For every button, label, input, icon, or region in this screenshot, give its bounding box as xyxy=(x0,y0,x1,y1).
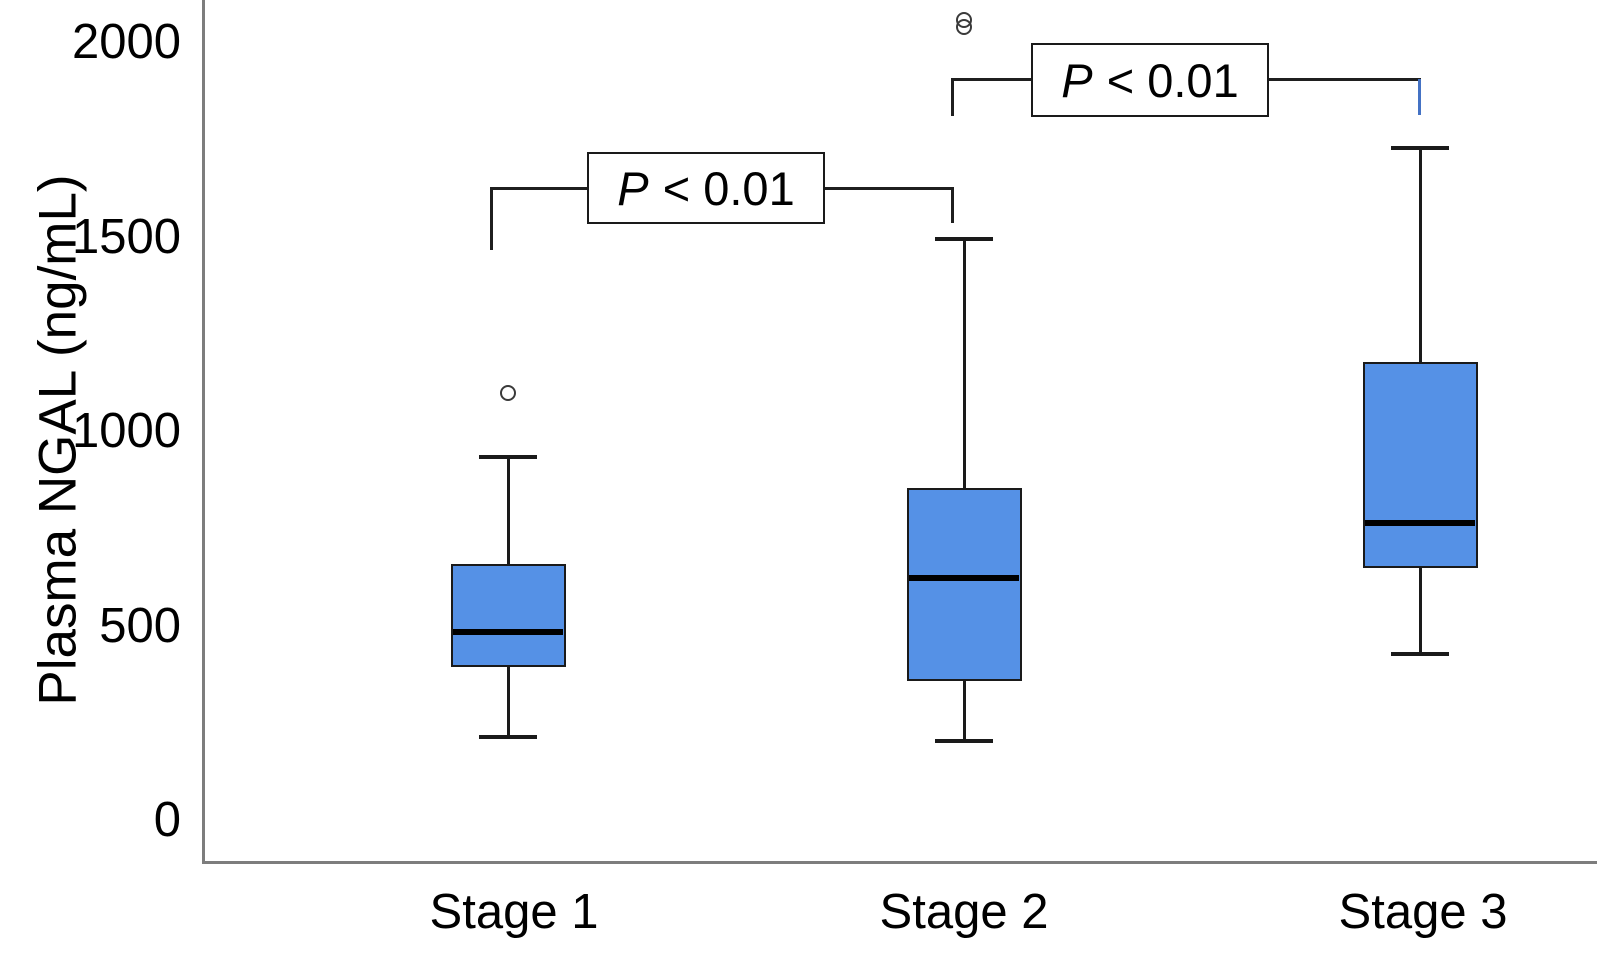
lower-whisker-line xyxy=(1418,568,1422,654)
upper-whisker-cap xyxy=(1391,146,1449,151)
y-tick-label-500: 500 xyxy=(99,598,181,653)
lower-whisker-cap xyxy=(1391,651,1449,656)
bracket-line-left xyxy=(951,77,1031,81)
y-axis-line xyxy=(202,0,205,864)
upper-whisker-cap xyxy=(935,237,993,242)
bracket-line-right xyxy=(825,186,954,190)
bracket-right-drop xyxy=(1418,79,1421,115)
x-category-label-stage-1: Stage 1 xyxy=(429,885,599,939)
p-value-label-box: P < 0.01 xyxy=(1031,43,1269,117)
y-tick-label-1000: 1000 xyxy=(71,403,181,458)
upper-whisker-line xyxy=(962,239,966,489)
lower-whisker-cap xyxy=(935,739,993,744)
median-line xyxy=(909,574,1019,581)
iqr-box xyxy=(906,488,1022,681)
outlier-circle xyxy=(956,11,972,28)
y-tick-label-2000: 2000 xyxy=(71,14,181,69)
iqr-box xyxy=(450,564,566,668)
p-value-text: < 0.01 xyxy=(1106,53,1239,107)
p-value-label-box: P < 0.01 xyxy=(587,152,825,224)
bracket-left-drop xyxy=(490,188,493,250)
p-value-text: < 0.01 xyxy=(662,161,795,215)
p-value-symbol: P xyxy=(617,161,649,215)
x-category-label-stage-3: Stage 3 xyxy=(1338,885,1508,939)
upper-whisker-cap xyxy=(479,455,537,460)
bracket-line-left xyxy=(490,186,587,190)
lower-whisker-cap xyxy=(479,735,537,740)
x-axis-line xyxy=(202,861,1597,864)
bracket-line-right xyxy=(1269,77,1421,81)
bracket-left-drop xyxy=(951,79,954,116)
median-line xyxy=(453,629,563,636)
y-tick-label-1500: 1500 xyxy=(71,209,181,264)
p-value-symbol: P xyxy=(1061,53,1093,107)
lower-whisker-line xyxy=(962,680,966,742)
median-line xyxy=(1365,520,1475,527)
upper-whisker-line xyxy=(1418,148,1422,362)
y-tick-label-0: 0 xyxy=(153,792,181,847)
iqr-box xyxy=(1362,361,1478,569)
bracket-right-drop xyxy=(951,188,954,223)
lower-whisker-line xyxy=(506,667,510,738)
upper-whisker-line xyxy=(506,457,510,565)
outlier-circle xyxy=(500,385,516,402)
x-category-label-stage-2: Stage 2 xyxy=(879,885,1049,939)
